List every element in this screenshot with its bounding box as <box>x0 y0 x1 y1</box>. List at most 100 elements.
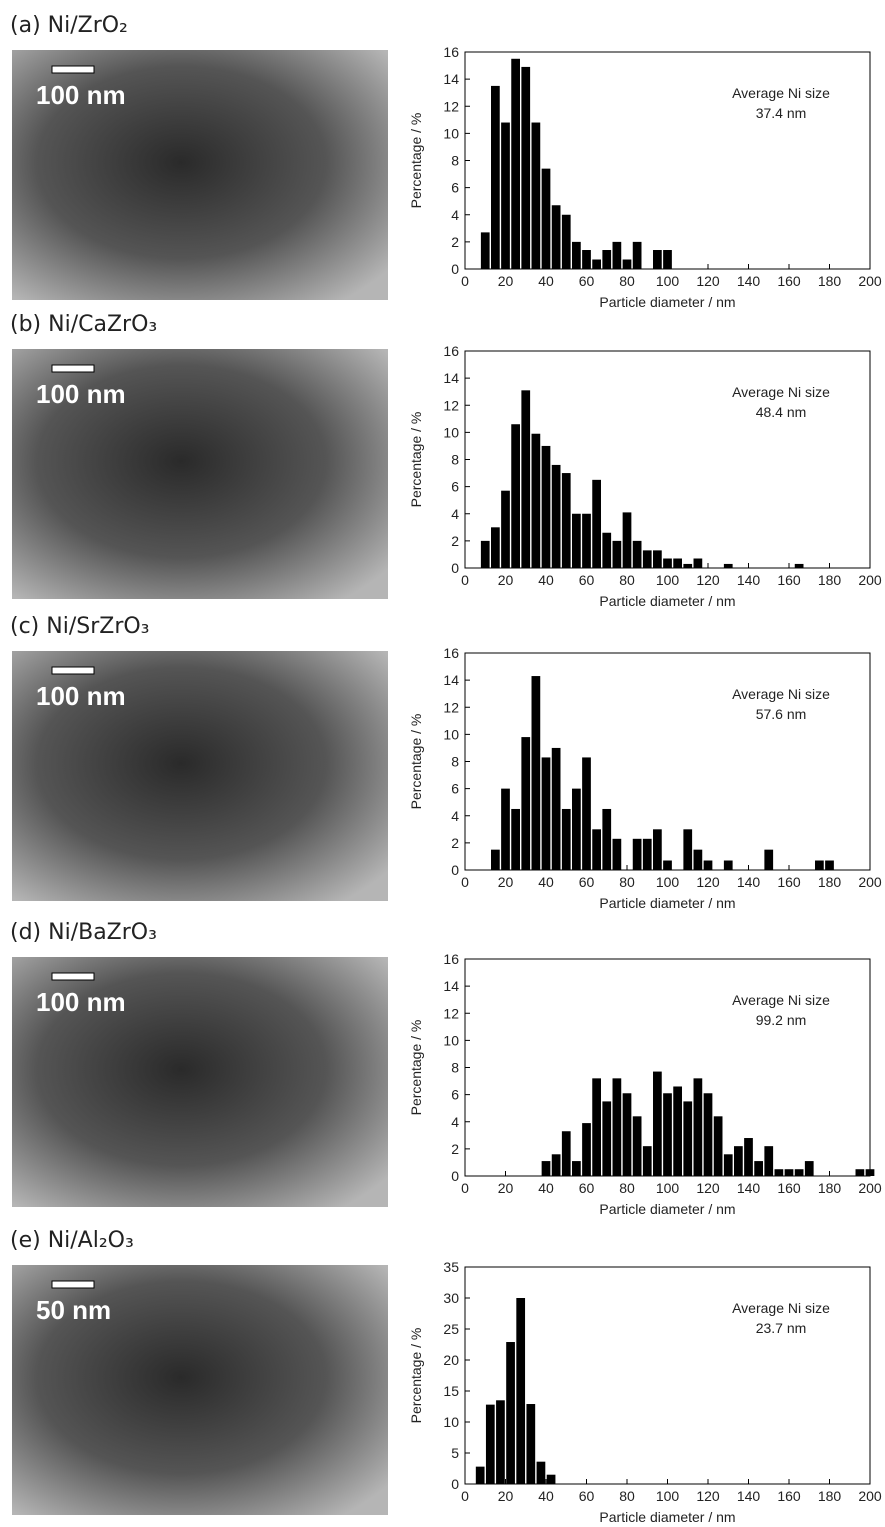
bar <box>592 479 601 568</box>
bar <box>536 1461 546 1484</box>
panel-title: (b) Ni/CaZrO₃ <box>10 312 157 337</box>
x-tick-label: 80 <box>619 1488 635 1504</box>
bar <box>642 550 652 568</box>
x-axis-label: Particle diameter / nm <box>599 1509 735 1525</box>
bar <box>551 464 561 568</box>
bar <box>501 122 510 270</box>
bar <box>632 1116 642 1176</box>
x-tick-label: 40 <box>538 1180 554 1196</box>
bar <box>764 849 774 870</box>
x-tick-label: 120 <box>696 572 720 588</box>
panel-title: (c) Ni/SrZrO₃ <box>10 614 150 639</box>
bar <box>723 563 733 568</box>
y-axis-label: Percentage / % <box>408 1020 424 1116</box>
scale-bar-label: 100 nm <box>36 379 126 409</box>
tem-image <box>12 50 388 300</box>
scale-bar-label: 100 nm <box>36 681 126 711</box>
bar <box>602 532 612 568</box>
y-axis-label: Percentage / % <box>408 1328 424 1424</box>
x-tick-label: 20 <box>498 1180 514 1196</box>
x-tick-label: 40 <box>538 273 554 289</box>
bar <box>496 1400 505 1484</box>
y-tick-label: 10 <box>443 125 459 141</box>
x-tick-label: 100 <box>656 874 680 890</box>
y-tick-label: 10 <box>443 1032 459 1048</box>
scale-bar <box>51 1280 95 1289</box>
annotation: 57.6 nm <box>756 706 807 722</box>
bar <box>734 1146 743 1176</box>
y-tick-label: 0 <box>451 862 459 878</box>
y-axis-label: Percentage / % <box>408 412 424 508</box>
bar <box>653 550 662 568</box>
bar <box>693 849 703 870</box>
x-tick-label: 100 <box>656 273 680 289</box>
y-tick-label: 15 <box>443 1383 459 1399</box>
bar <box>794 563 804 568</box>
x-tick-label: 180 <box>818 572 842 588</box>
bar <box>546 1474 556 1484</box>
annotation: 37.4 nm <box>756 105 807 121</box>
x-tick-label: 40 <box>538 1488 554 1504</box>
x-tick-label: 200 <box>858 572 882 588</box>
bar <box>551 1154 561 1176</box>
bar <box>511 808 520 870</box>
x-tick-label: 80 <box>619 874 635 890</box>
y-tick-label: 0 <box>451 1168 459 1184</box>
bar <box>582 250 591 269</box>
bar <box>612 838 622 870</box>
bar <box>642 1146 652 1176</box>
x-tick-label: 180 <box>818 1488 842 1504</box>
bar <box>683 829 693 870</box>
y-tick-label: 35 <box>443 1259 459 1275</box>
bar <box>663 860 672 870</box>
y-tick-label: 14 <box>443 370 459 386</box>
tem-image <box>12 349 388 599</box>
x-axis-label: Particle diameter / nm <box>599 294 735 310</box>
x-tick-label: 100 <box>656 1180 680 1196</box>
scale-bar <box>51 972 95 981</box>
y-axis-label: Percentage / % <box>408 113 424 209</box>
bar <box>713 1116 723 1176</box>
x-tick-label: 0 <box>461 1180 469 1196</box>
y-tick-label: 0 <box>451 560 459 576</box>
bar <box>485 1404 495 1484</box>
x-tick-label: 140 <box>737 1488 761 1504</box>
y-tick-label: 30 <box>443 1290 459 1306</box>
x-tick-label: 200 <box>858 874 882 890</box>
bar <box>511 58 520 269</box>
bar <box>480 540 490 568</box>
bar <box>804 1161 814 1176</box>
bar <box>561 1131 571 1176</box>
x-axis-label: Particle diameter / nm <box>599 593 735 609</box>
x-tick-label: 40 <box>538 874 554 890</box>
scale-bar <box>51 65 95 74</box>
bar <box>602 1101 612 1176</box>
x-tick-label: 20 <box>498 874 514 890</box>
y-tick-label: 14 <box>443 978 459 994</box>
plot-frame <box>464 1266 871 1485</box>
y-tick-label: 6 <box>451 1087 459 1103</box>
x-tick-label: 0 <box>461 874 469 890</box>
plot-frame <box>464 958 871 1177</box>
y-tick-label: 0 <box>451 261 459 277</box>
x-tick-label: 200 <box>858 1488 882 1504</box>
bar <box>551 205 561 269</box>
bar <box>480 232 490 269</box>
x-tick-label: 120 <box>696 1488 720 1504</box>
bar <box>794 1169 804 1176</box>
bar <box>582 513 591 568</box>
y-tick-label: 20 <box>443 1352 459 1368</box>
bar <box>531 122 541 270</box>
bar <box>754 1161 763 1176</box>
bar <box>541 168 551 269</box>
bar <box>602 808 612 870</box>
scale-bar <box>51 666 95 675</box>
bar <box>774 1169 784 1176</box>
x-axis-label: Particle diameter / nm <box>599 895 735 911</box>
scale-bar-label: 50 nm <box>36 1295 111 1325</box>
x-tick-label: 140 <box>737 572 761 588</box>
scale-bar-label: 100 nm <box>36 80 126 110</box>
x-tick-label: 20 <box>498 273 514 289</box>
bar <box>561 808 571 870</box>
x-tick-label: 140 <box>737 874 761 890</box>
